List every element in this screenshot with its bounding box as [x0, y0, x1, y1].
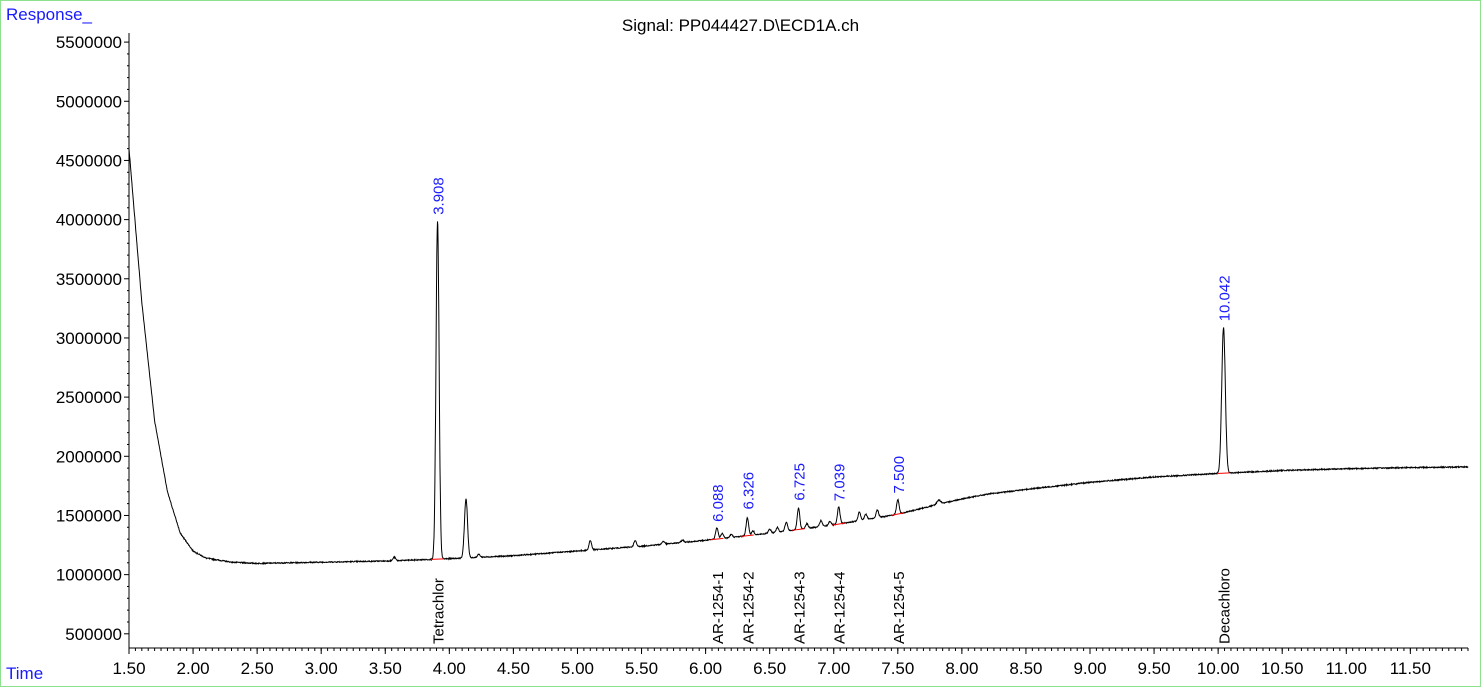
x-tick-label: 11.50: [1390, 659, 1431, 678]
x-tick-label: 9.50: [1138, 659, 1171, 678]
axes-group: [124, 33, 1469, 654]
integration-baseline: [1217, 472, 1230, 475]
y-tick-label: 2000000: [56, 447, 122, 466]
x-tick-label: 7.00: [817, 659, 850, 678]
y-tick-label: 1500000: [56, 506, 122, 525]
compound-label: AR-1254-5: [891, 571, 908, 644]
chart-title: Signal: PP044427.D\ECD1A.ch: [621, 16, 860, 35]
x-tick-label: 8.00: [945, 659, 978, 678]
x-tick-label: 7.50: [881, 659, 914, 678]
compound-label: AR-1254-4: [832, 571, 849, 644]
peak-label: 6.725: [792, 463, 809, 501]
integration-baseline: [431, 558, 444, 560]
signal-trace: [128, 148, 1469, 566]
x-tick-label: 1.50: [112, 659, 145, 678]
x-tick-label: 6.00: [689, 659, 722, 678]
integration-baseline: [740, 534, 754, 537]
y-tick-label: 4000000: [56, 211, 122, 230]
y-tick-label: 5500000: [56, 33, 122, 52]
x-tick-label: 5.50: [625, 659, 658, 678]
y-tick-label: 1000000: [56, 566, 122, 585]
x-tick-label: 6.50: [753, 659, 786, 678]
compound-label: Decachloro: [1217, 568, 1234, 644]
integration-baseline: [792, 528, 805, 531]
compound-label: AR-1254-1: [710, 571, 727, 644]
peak-label: 10.042: [1217, 275, 1234, 321]
x-tick-label: 4.00: [433, 659, 466, 678]
y-tick-label: 5000000: [56, 92, 122, 111]
compound-label: AR-1254-3: [792, 571, 809, 644]
peak-label: 3.908: [431, 177, 448, 215]
compound-label: Tetrachlor: [431, 578, 448, 644]
y-tick-label: 3500000: [56, 270, 122, 289]
x-tick-label: 2.50: [241, 659, 274, 678]
peak-label: 7.039: [832, 464, 849, 502]
x-tick-label: 5.00: [561, 659, 594, 678]
x-tick-label: 3.50: [369, 659, 402, 678]
x-tick-label: 9.00: [1073, 659, 1106, 678]
x-tick-label: 10.00: [1197, 659, 1240, 678]
compound-label: AR-1254-2: [740, 571, 757, 644]
peak-label: 7.500: [891, 456, 908, 494]
labels-group: 500000 1000000 1500000 2000000 2500000 300000…: [56, 33, 1431, 678]
y-tick-label: 500000: [65, 625, 122, 644]
y-axis-label: Response_: [6, 5, 93, 24]
integration-baseline: [832, 522, 846, 526]
x-tick-label: 2.00: [177, 659, 210, 678]
y-tick-label: 2500000: [56, 388, 122, 407]
x-axis-label: Time: [6, 664, 44, 683]
x-tick-label: 11.00: [1326, 659, 1367, 678]
x-tick-label: 8.50: [1009, 659, 1042, 678]
y-tick-label: 4500000: [56, 151, 122, 170]
y-tick-label: 3000000: [56, 329, 122, 348]
x-tick-label: 3.00: [305, 659, 338, 678]
peak-label: 6.088: [710, 484, 727, 522]
series-group: [128, 148, 1469, 566]
peak-label: 6.326: [740, 472, 757, 510]
x-tick-label: 10.50: [1261, 659, 1304, 678]
integration-baseline: [891, 512, 905, 516]
x-tick-label: 4.50: [497, 659, 530, 678]
integration-baseline: [710, 537, 724, 541]
